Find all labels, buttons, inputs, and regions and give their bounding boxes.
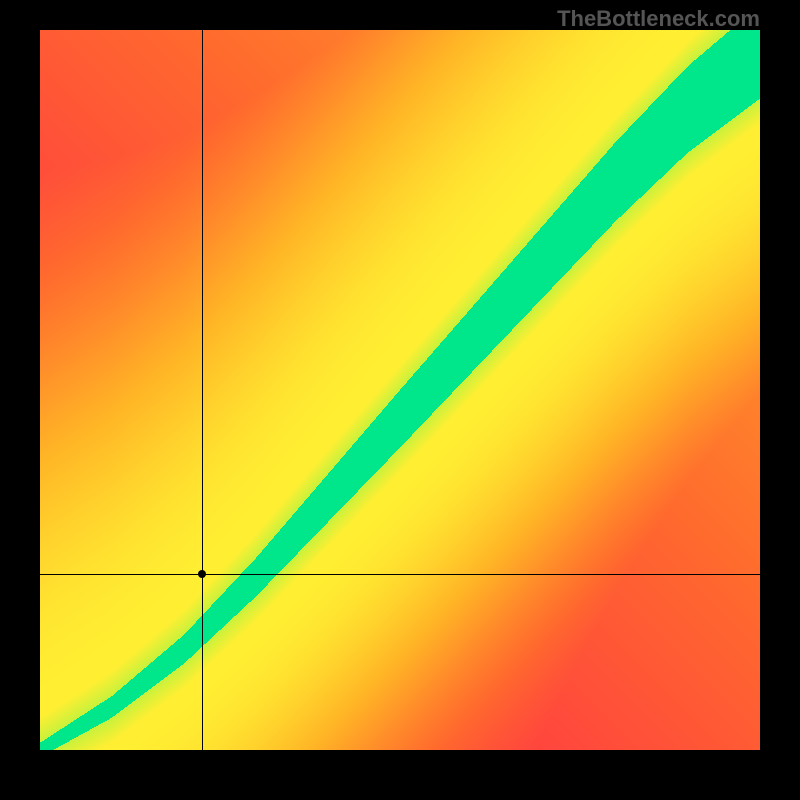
crosshair-vertical [202,30,203,750]
marker-dot [198,570,206,578]
bottleneck-heatmap [40,30,760,750]
heatmap-canvas [40,30,760,750]
attribution-text: TheBottleneck.com [557,6,760,32]
crosshair-horizontal [40,574,760,575]
